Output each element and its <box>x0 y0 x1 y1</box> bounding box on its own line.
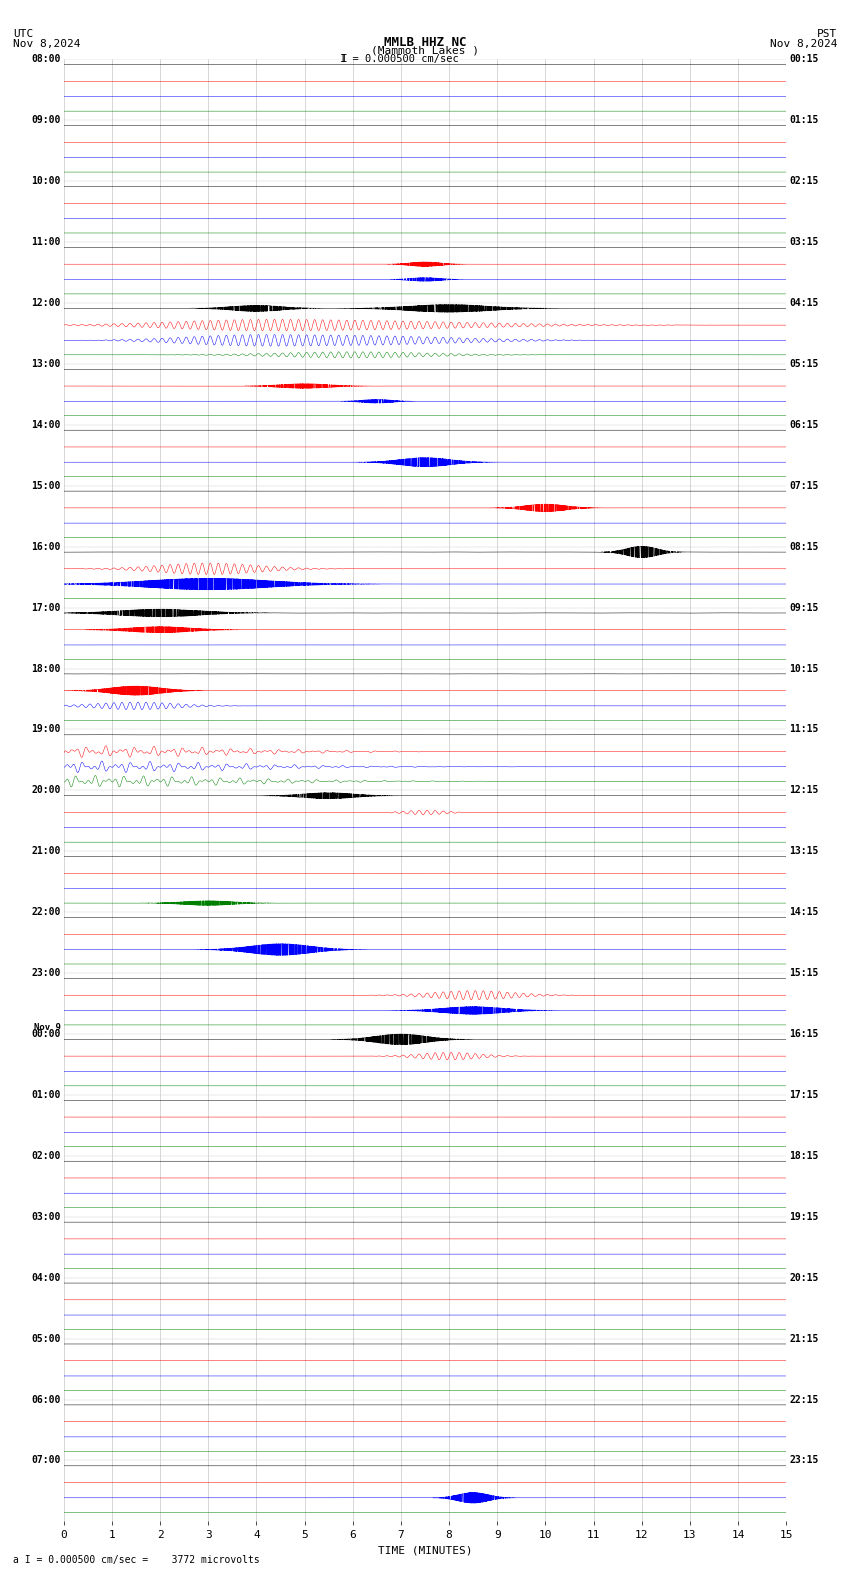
Text: 22:00: 22:00 <box>31 908 61 917</box>
Text: 20:00: 20:00 <box>31 786 61 795</box>
Text: 02:15: 02:15 <box>789 176 819 187</box>
Text: 06:15: 06:15 <box>789 420 819 429</box>
Text: Nov 9: Nov 9 <box>34 1023 61 1031</box>
Text: 23:00: 23:00 <box>31 968 61 979</box>
Text: 23:15: 23:15 <box>789 1456 819 1465</box>
Text: PST: PST <box>817 29 837 40</box>
Text: 13:15: 13:15 <box>789 846 819 857</box>
Text: 10:00: 10:00 <box>31 176 61 187</box>
Text: 21:15: 21:15 <box>789 1334 819 1343</box>
Text: I = 0.000500 cm/sec: I = 0.000500 cm/sec <box>340 54 459 63</box>
Text: Nov 8,2024: Nov 8,2024 <box>13 38 80 49</box>
Text: 22:15: 22:15 <box>789 1394 819 1405</box>
Text: 03:15: 03:15 <box>789 238 819 247</box>
Text: 00:00: 00:00 <box>31 1030 61 1039</box>
Text: (Mammoth Lakes ): (Mammoth Lakes ) <box>371 44 479 55</box>
Text: 17:15: 17:15 <box>789 1090 819 1099</box>
Text: 01:00: 01:00 <box>31 1090 61 1099</box>
Text: 15:15: 15:15 <box>789 968 819 979</box>
Text: 02:00: 02:00 <box>31 1152 61 1161</box>
Text: 21:00: 21:00 <box>31 846 61 857</box>
Text: 07:00: 07:00 <box>31 1456 61 1465</box>
Text: 11:00: 11:00 <box>31 238 61 247</box>
Text: 16:00: 16:00 <box>31 542 61 551</box>
Text: 05:15: 05:15 <box>789 360 819 369</box>
Text: 14:15: 14:15 <box>789 908 819 917</box>
Text: 08:15: 08:15 <box>789 542 819 551</box>
Text: 19:00: 19:00 <box>31 724 61 735</box>
Text: 06:00: 06:00 <box>31 1394 61 1405</box>
Text: 00:15: 00:15 <box>789 54 819 65</box>
Text: 12:00: 12:00 <box>31 298 61 307</box>
Text: 04:15: 04:15 <box>789 298 819 307</box>
Text: 04:00: 04:00 <box>31 1272 61 1283</box>
Text: 17:00: 17:00 <box>31 602 61 613</box>
Text: MMLB HHZ NC: MMLB HHZ NC <box>383 35 467 49</box>
Text: 12:15: 12:15 <box>789 786 819 795</box>
Text: Nov 8,2024: Nov 8,2024 <box>770 38 837 49</box>
Text: a I = 0.000500 cm/sec =    3772 microvolts: a I = 0.000500 cm/sec = 3772 microvolts <box>13 1555 259 1565</box>
Text: 08:00: 08:00 <box>31 54 61 65</box>
Text: 01:15: 01:15 <box>789 116 819 125</box>
Text: UTC: UTC <box>13 29 33 40</box>
Text: 07:15: 07:15 <box>789 482 819 491</box>
Text: 18:00: 18:00 <box>31 664 61 673</box>
Text: 18:15: 18:15 <box>789 1152 819 1161</box>
X-axis label: TIME (MINUTES): TIME (MINUTES) <box>377 1546 473 1555</box>
Text: 14:00: 14:00 <box>31 420 61 429</box>
Text: 09:00: 09:00 <box>31 116 61 125</box>
Text: 03:00: 03:00 <box>31 1212 61 1221</box>
Text: 10:15: 10:15 <box>789 664 819 673</box>
Text: 20:15: 20:15 <box>789 1272 819 1283</box>
Text: 05:00: 05:00 <box>31 1334 61 1343</box>
Text: 15:00: 15:00 <box>31 482 61 491</box>
Text: 13:00: 13:00 <box>31 360 61 369</box>
Text: 16:15: 16:15 <box>789 1030 819 1039</box>
Text: I: I <box>341 54 348 63</box>
Text: 09:15: 09:15 <box>789 602 819 613</box>
Text: 11:15: 11:15 <box>789 724 819 735</box>
Text: 19:15: 19:15 <box>789 1212 819 1221</box>
